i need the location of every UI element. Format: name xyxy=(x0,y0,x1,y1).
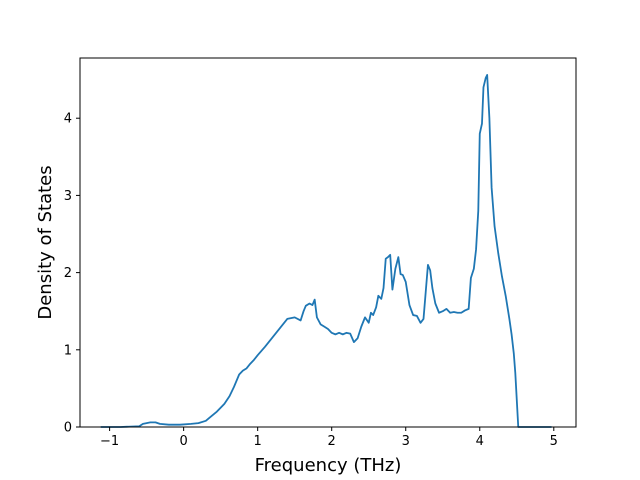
y-tick-label: 2 xyxy=(64,266,72,281)
plot-area xyxy=(79,57,577,428)
y-axis-ticks: 0 1 2 3 4 xyxy=(64,112,80,436)
y-tick-label: 0 xyxy=(64,421,72,436)
y-tick-label: 3 xyxy=(64,189,72,204)
x-tick-label: −1 xyxy=(100,434,119,449)
x-tick-label: 4 xyxy=(476,434,484,449)
x-tick-label: 3 xyxy=(402,434,410,449)
dos-series-line-0 xyxy=(100,74,552,428)
y-tick-label: 1 xyxy=(64,343,72,358)
x-tick-label: 2 xyxy=(328,434,336,449)
x-tick-label: 5 xyxy=(550,434,558,449)
x-tick-label: 1 xyxy=(254,434,262,449)
x-tick-label: 0 xyxy=(180,434,188,449)
x-axis-label: Frequency (THz) xyxy=(255,455,402,476)
x-axis-ticks: −1 0 1 2 3 4 5 xyxy=(100,427,558,449)
y-axis-label: Density of States xyxy=(35,165,56,319)
y-tick-label: 4 xyxy=(64,112,72,127)
plot-frame xyxy=(79,57,577,428)
